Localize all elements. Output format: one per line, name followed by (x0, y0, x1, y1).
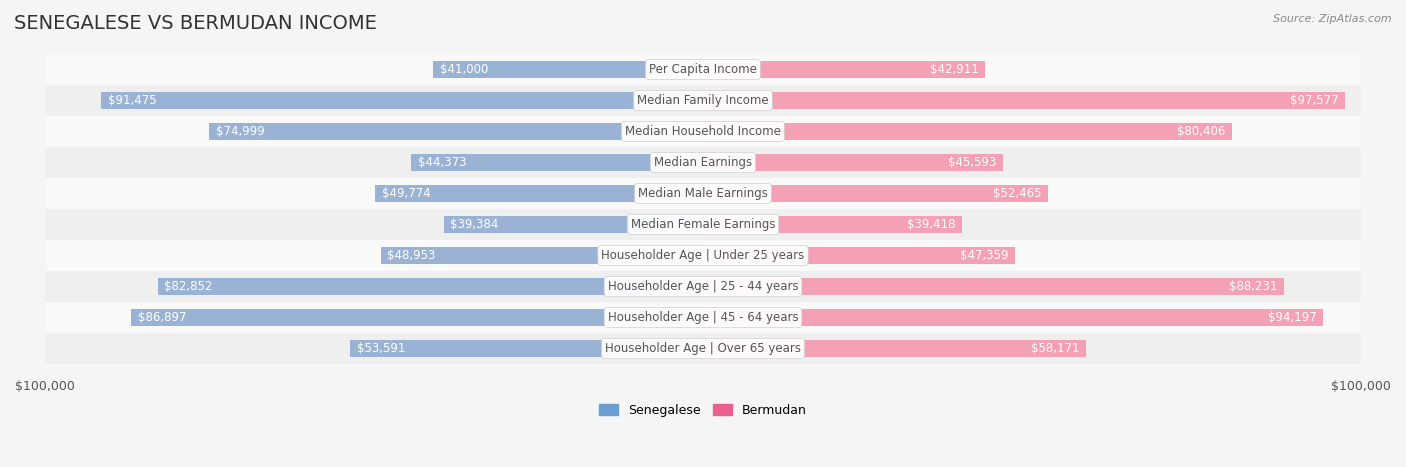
Text: $58,171: $58,171 (1031, 342, 1080, 355)
Text: Householder Age | Over 65 years: Householder Age | Over 65 years (605, 342, 801, 355)
Text: $53,591: $53,591 (357, 342, 405, 355)
Bar (45, 116, 1361, 147)
Bar (381, 247, 703, 264)
Bar (703, 92, 1346, 109)
Bar (703, 123, 1232, 140)
Text: $45,593: $45,593 (948, 156, 997, 169)
Bar (131, 309, 703, 326)
Bar (703, 340, 1085, 357)
Bar (101, 92, 703, 109)
Text: Householder Age | 45 - 64 years: Householder Age | 45 - 64 years (607, 311, 799, 324)
Bar (411, 154, 703, 171)
Bar (45, 85, 1361, 116)
Bar (45, 333, 1361, 364)
Text: $97,577: $97,577 (1289, 94, 1339, 107)
Text: Per Capita Income: Per Capita Income (650, 63, 756, 76)
Text: $80,406: $80,406 (1177, 125, 1226, 138)
Legend: Senegalese, Bermudan: Senegalese, Bermudan (595, 399, 811, 422)
Text: Source: ZipAtlas.com: Source: ZipAtlas.com (1274, 14, 1392, 24)
Bar (45, 147, 1361, 178)
Bar (703, 278, 1284, 295)
Bar (157, 278, 703, 295)
Text: Householder Age | 25 - 44 years: Householder Age | 25 - 44 years (607, 280, 799, 293)
Text: $82,852: $82,852 (165, 280, 212, 293)
Text: $47,359: $47,359 (959, 249, 1008, 262)
Text: $42,911: $42,911 (929, 63, 979, 76)
Text: $44,373: $44,373 (418, 156, 465, 169)
Text: Median Male Earnings: Median Male Earnings (638, 187, 768, 200)
Bar (703, 61, 986, 78)
Bar (703, 309, 1323, 326)
Text: $52,465: $52,465 (993, 187, 1042, 200)
Text: Median Earnings: Median Earnings (654, 156, 752, 169)
Text: $91,475: $91,475 (108, 94, 156, 107)
Text: SENEGALESE VS BERMUDAN INCOME: SENEGALESE VS BERMUDAN INCOME (14, 14, 377, 33)
Text: $94,197: $94,197 (1268, 311, 1316, 324)
Text: $86,897: $86,897 (138, 311, 186, 324)
Text: $74,999: $74,999 (217, 125, 264, 138)
Bar (375, 185, 703, 202)
Bar (350, 340, 703, 357)
Bar (444, 216, 703, 233)
Text: Median Household Income: Median Household Income (626, 125, 780, 138)
Bar (45, 271, 1361, 302)
Text: $41,000: $41,000 (440, 63, 488, 76)
Bar (703, 185, 1049, 202)
Bar (45, 54, 1361, 85)
Text: $48,953: $48,953 (388, 249, 436, 262)
Text: Median Female Earnings: Median Female Earnings (631, 218, 775, 231)
Text: $49,774: $49,774 (382, 187, 430, 200)
Text: $39,384: $39,384 (450, 218, 499, 231)
Bar (703, 154, 1002, 171)
Bar (209, 123, 703, 140)
Text: Householder Age | Under 25 years: Householder Age | Under 25 years (602, 249, 804, 262)
Text: $88,231: $88,231 (1229, 280, 1277, 293)
Text: $39,418: $39,418 (907, 218, 956, 231)
Text: Median Family Income: Median Family Income (637, 94, 769, 107)
Bar (45, 178, 1361, 209)
Bar (703, 216, 962, 233)
Bar (45, 209, 1361, 240)
Bar (45, 302, 1361, 333)
Bar (45, 240, 1361, 271)
Bar (433, 61, 703, 78)
Bar (703, 247, 1015, 264)
